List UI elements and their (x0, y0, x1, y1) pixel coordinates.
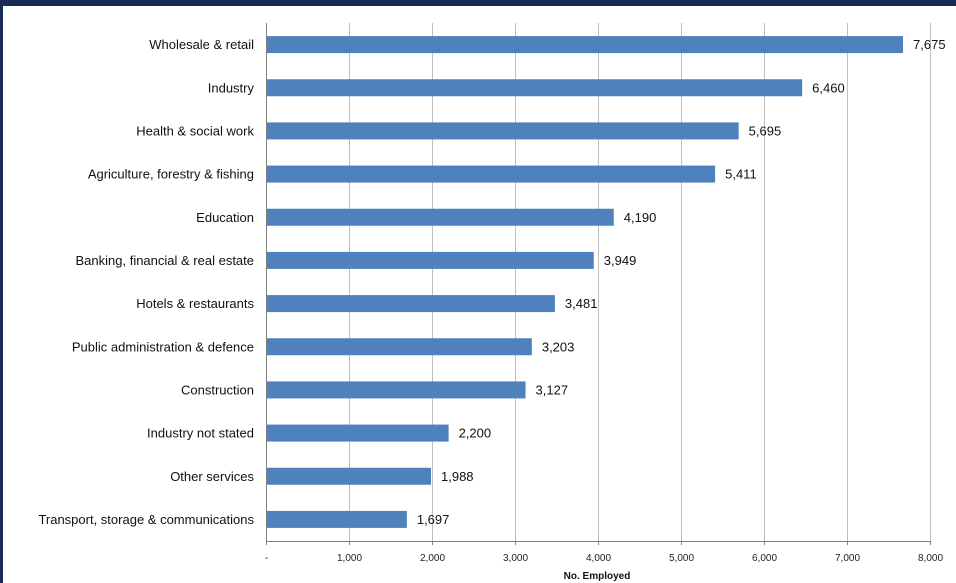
x-tick-label: 8,000 (918, 553, 943, 564)
bar (267, 79, 803, 97)
value-label: 5,411 (725, 167, 757, 182)
value-label: 1,988 (441, 469, 474, 484)
x-axis-title: No. Employed (564, 571, 631, 582)
x-tick-label: 5,000 (669, 553, 694, 564)
bar (267, 208, 614, 226)
bar (267, 510, 407, 528)
x-tick-label: 6,000 (752, 553, 777, 564)
category-label: Construction (181, 382, 254, 397)
x-tick-label: 4,000 (586, 553, 611, 564)
x-tick-label: - (265, 553, 268, 564)
category-label: Public administration & defence (72, 339, 254, 354)
category-label: Banking, financial & real estate (76, 253, 255, 268)
bars (267, 36, 904, 528)
x-tick-label: 3,000 (503, 553, 528, 564)
value-label: 5,695 (749, 123, 782, 138)
x-tick-label: 1,000 (337, 553, 362, 564)
value-label: 1,697 (417, 512, 450, 527)
category-label: Education (196, 210, 254, 225)
category-label: Hotels & restaurants (136, 296, 254, 311)
category-label: Other services (170, 469, 254, 484)
category-labels: Wholesale & retail Industry Health & socia… (38, 37, 254, 527)
bar (267, 122, 739, 140)
bar (267, 36, 904, 54)
category-label: Transport, storage & communications (38, 512, 254, 527)
bar (267, 467, 432, 485)
category-label: Industry not stated (147, 426, 254, 441)
value-label: 3,949 (604, 253, 637, 268)
category-label: Agriculture, forestry & fishing (88, 167, 254, 182)
bar (267, 165, 716, 183)
bar (267, 295, 555, 313)
category-label: Industry (208, 80, 255, 95)
value-label: 6,460 (812, 80, 845, 95)
value-label: 3,481 (565, 296, 598, 311)
bar (267, 251, 594, 269)
value-labels: 7,675 6,460 5,695 5,411 4,190 3,949 3,481 3,203… (417, 37, 946, 527)
value-label: 2,200 (459, 426, 492, 441)
bar-chart: Wholesale & retail Industry Health & socia… (38, 23, 946, 582)
value-label: 3,203 (542, 339, 575, 354)
value-label: 7,675 (913, 37, 946, 52)
bar (267, 338, 532, 356)
x-tick-label: 2,000 (420, 553, 445, 564)
value-label: 3,127 (536, 382, 569, 397)
bar (267, 424, 449, 442)
category-label: Wholesale & retail (149, 37, 254, 52)
bar (267, 381, 526, 399)
gridlines (266, 23, 931, 545)
value-label: 4,190 (624, 210, 657, 225)
x-tick-label: 7,000 (835, 553, 860, 564)
x-tick-labels: - 1,000 2,000 3,000 4,000 5,000 6,000 7,000 8,00… (265, 553, 944, 564)
category-label: Health & social work (136, 123, 254, 138)
